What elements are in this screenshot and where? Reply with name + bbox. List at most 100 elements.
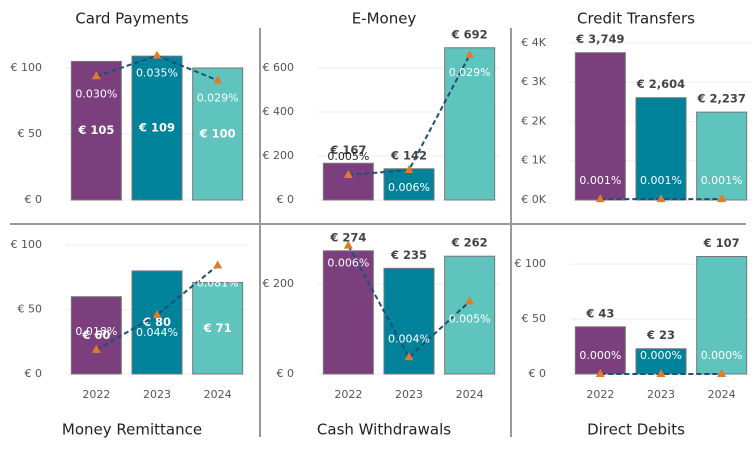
marker [465,296,475,305]
value-label: € 60 [81,328,110,342]
chart-title: Cash Withdrawals [317,421,451,439]
x-tick-label: 2023 [395,388,423,401]
bar [70,60,122,201]
marker [404,165,414,173]
x-tick-label: 2023 [143,388,171,401]
percent-label: 0.005% [449,312,491,325]
marker [656,194,666,203]
bar [635,97,687,201]
percent-label: 0.001% [701,174,743,187]
value-label: € 109 [138,121,175,135]
percent-label: 0.029% [449,66,491,79]
chart-title: Credit Transfers [577,10,695,28]
y-tick-label: € 0K [521,193,546,206]
y-tick-label: € 400 [263,105,295,118]
marker [717,194,727,203]
value-label: € 692 [451,27,488,41]
percent-label: 0.030% [75,87,117,100]
value-label: € 23 [646,328,675,342]
bar [322,162,374,201]
y-tick-label: € 200 [263,277,295,290]
bar [444,47,496,201]
value-label: € 2,604 [636,77,685,91]
x-tick-label: 2022 [82,388,110,401]
marker [343,170,353,178]
bar [696,111,748,201]
marker [595,369,605,377]
percent-label: 0.001% [640,174,682,187]
bar [131,270,183,375]
value-label: € 71 [203,321,232,335]
y-tick-label: € 0 [277,193,295,206]
y-tick-label: € 0 [25,193,43,206]
marker [213,260,223,269]
marker [656,369,666,377]
marker [717,369,727,377]
percent-label: 0.081% [197,276,239,289]
bar [574,52,626,201]
x-tick-label: 2024 [456,388,484,401]
value-label: € 274 [329,230,366,244]
bar [574,326,626,375]
percent-label: 0.000% [701,349,743,362]
y-tick-label: € 4K [521,36,546,49]
value-label: € 142 [390,148,427,162]
chart-title: E-Money [352,10,417,28]
y-tick-label: € 0 [25,367,43,380]
value-label: € 3,749 [575,32,624,46]
value-label: € 235 [390,248,427,262]
value-label: € 105 [77,123,114,137]
marker [91,344,101,353]
y-tick-label: € 50 [18,127,43,140]
percent-label: 0.005% [327,150,369,163]
line [95,264,219,351]
value-label: € 80 [142,315,171,329]
bar [383,168,435,201]
y-tick-label: € 2K [521,114,546,127]
marker [91,71,101,80]
percent-label: 0.018% [75,325,117,338]
value-label: € 43 [585,306,614,320]
bar [192,67,244,201]
y-tick-label: € 50 [522,312,547,325]
value-label: € 100 [199,127,236,141]
y-tick-label: € 50 [18,303,43,316]
marker [152,50,162,59]
marker [152,310,162,319]
value-label: € 167 [329,143,366,157]
x-tick-label: 2023 [647,388,675,401]
marker [595,194,605,203]
bar [322,250,374,375]
y-tick-label: € 0 [529,367,547,380]
value-label: € 107 [703,236,740,250]
percent-label: 0.000% [579,349,621,362]
bar [131,55,183,201]
chart-title: Money Remittance [62,421,202,439]
chart-title: Direct Debits [587,421,685,439]
percent-label: 0.004% [388,332,430,345]
marker [465,50,475,58]
value-label: € 2,237 [696,92,745,106]
x-tick-label: 2022 [586,388,614,401]
marker [404,352,414,361]
value-label: € 262 [451,236,488,250]
y-tick-label: € 600 [263,61,295,74]
y-tick-label: € 100 [11,238,43,251]
percent-label: 0.035% [136,67,178,80]
y-tick-label: € 200 [263,149,295,162]
chart-title: Card Payments [75,10,189,28]
y-tick-label: € 1K [521,154,546,167]
percent-label: 0.006% [388,181,430,194]
y-tick-label: € 100 [515,257,547,270]
y-tick-label: € 0 [277,367,295,380]
line [347,245,471,359]
y-tick-label: € 100 [11,61,43,74]
y-tick-label: € 3K [521,75,546,88]
x-tick-label: 2024 [204,388,232,401]
percent-label: 0.000% [640,349,682,362]
percent-label: 0.001% [579,174,621,187]
x-tick-label: 2022 [334,388,362,401]
marker [343,240,353,249]
percent-label: 0.006% [327,257,369,270]
